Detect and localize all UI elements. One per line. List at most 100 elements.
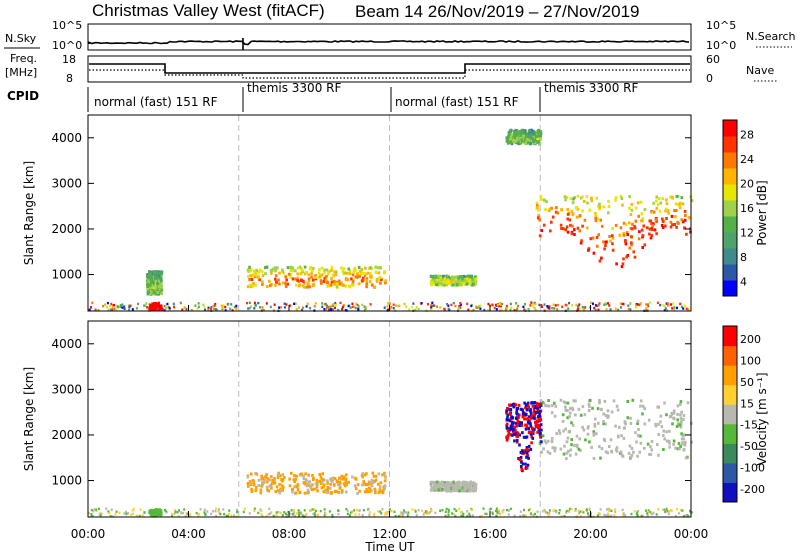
scatter-cell [171,515,173,518]
range-cell [276,476,280,480]
ytick-label: 4000 [51,131,82,145]
scatter-cell [603,513,606,517]
range-cell [250,490,254,494]
scatter-cell [636,511,639,514]
scatter-cell [174,509,177,512]
scatter-cell [331,304,334,308]
scatter-cell [269,512,272,515]
core-cell [154,514,158,518]
range-cell [315,478,319,482]
range-cell [638,450,642,454]
range-cell [319,481,323,485]
range-cell [326,272,330,276]
range-cell [266,285,269,289]
scatter-cell [128,305,131,309]
scatter-cell [585,509,588,512]
scatter-cell [584,306,587,309]
range-cell [584,438,587,442]
range-cell [454,281,457,285]
colorbar-swatch [723,280,737,297]
range-cell [321,480,324,484]
scatter-cell [599,508,602,511]
colorbar-swatch [723,168,737,185]
range-cell [362,276,365,280]
scatter-cell [666,302,669,305]
range-cell [291,277,295,281]
range-cell [255,472,259,476]
range-cell [364,266,367,270]
scatter-cell [647,304,650,308]
range-cell [681,441,684,445]
range-cell [370,478,374,482]
core-cell [156,305,160,309]
range-cell [450,481,453,485]
range-cell [319,279,323,283]
range-cell [286,266,290,270]
scatter-cell [355,302,358,305]
range-cell [330,277,333,281]
range-cell [655,195,658,199]
range-cell [634,431,637,435]
scatter-cell [663,305,666,308]
range-cell [562,452,566,456]
range-cell [331,476,335,480]
range-cell [326,486,330,489]
range-cell [678,206,682,210]
range-cell [513,439,516,443]
scatter-cell [513,514,516,517]
range-cell [535,133,539,136]
range-cell [329,486,332,490]
scatter-cell [666,304,669,307]
range-cell [564,401,567,405]
range-cell [578,437,581,441]
range-cell [371,481,375,485]
range-cell [519,407,523,411]
range-cell [159,281,163,285]
scatter-cell [608,304,611,307]
range-cell [351,273,355,277]
range-cell [356,272,359,276]
scatter-cell [90,508,93,512]
range-cell [290,266,294,270]
range-cell [457,481,460,485]
range-cell [319,475,323,479]
range-cell [158,288,162,292]
scatter-cell [108,512,111,515]
scatter-cell [292,509,295,512]
plot-title-right: Beam 14 26/Nov/2019 – 27/Nov/2019 [355,2,639,21]
scatter-cell [203,508,206,511]
range-cell [513,432,516,436]
core-cell [160,307,163,311]
scatter-cell [99,514,102,517]
range-cell [280,478,283,481]
scatter-cell [116,305,119,309]
range-cell [669,195,672,199]
range-cell [667,439,671,443]
range-cell [598,205,602,209]
range-cell [669,220,673,224]
range-cell [458,486,462,490]
scatter-cell [168,307,171,310]
scatter-cell [532,302,534,305]
range-cell [534,411,538,415]
range-cell [651,228,654,232]
scatter-cell [665,509,667,512]
core-cell [159,304,163,308]
scatter-cell [183,508,186,511]
range-cell [459,277,463,281]
range-cell [513,140,517,144]
range-cell [560,208,563,212]
scatter-cell [188,514,191,517]
range-cell [448,485,451,489]
scatter-cell [629,308,632,311]
range-cell [649,445,652,449]
range-cell [367,486,371,490]
cpid-segment-4: themis 3300 RF [544,81,638,95]
range-cell [343,271,346,275]
scatter-cell [314,509,317,513]
scatter-cell [547,513,550,516]
range-cell [630,202,634,206]
scatter-cell [373,512,376,516]
range-cell [316,480,319,484]
